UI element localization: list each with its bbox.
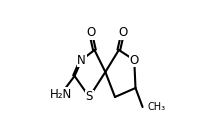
Text: CH₃: CH₃ xyxy=(147,102,165,112)
Text: N: N xyxy=(77,53,86,67)
Text: O: O xyxy=(118,27,127,39)
Text: H₂N: H₂N xyxy=(50,87,72,101)
Text: O: O xyxy=(130,53,139,67)
Text: S: S xyxy=(86,90,93,103)
Text: O: O xyxy=(86,27,95,39)
